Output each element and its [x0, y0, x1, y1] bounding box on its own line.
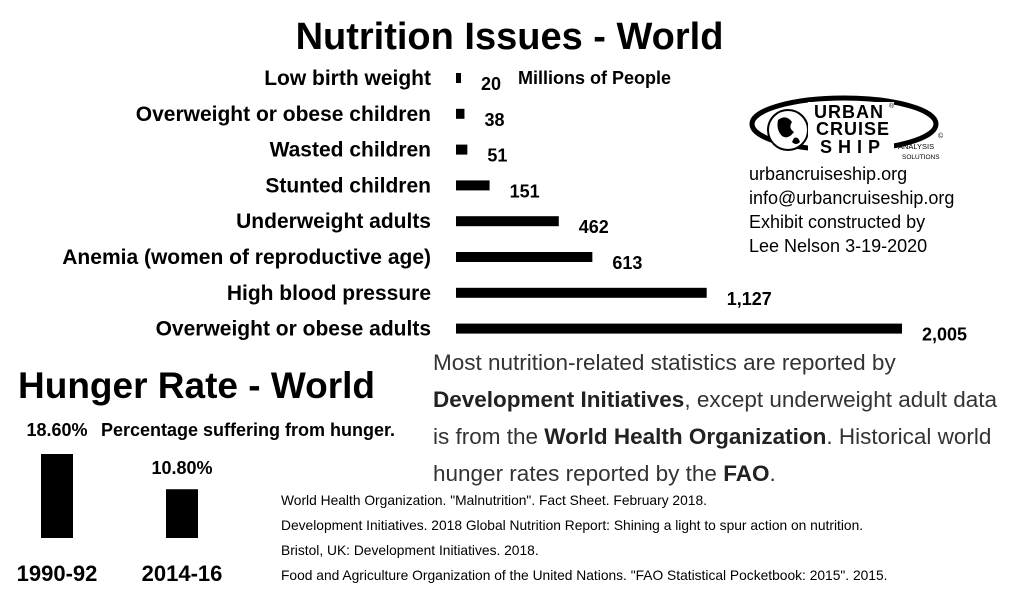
- category-label: Stunted children: [265, 174, 431, 197]
- globe-continent-icon: [777, 117, 794, 138]
- logo-line3: SHIP: [820, 137, 886, 157]
- note-org-1: Development Initiatives: [433, 387, 685, 412]
- logo-text-panel: [808, 102, 894, 154]
- category-label: Overweight or obese children: [136, 103, 431, 126]
- hunger-chart-title: Hunger Rate - World: [18, 365, 375, 406]
- logo-tagline2: SOLUTIONS: [902, 154, 940, 161]
- category-label: Overweight or obese adults: [156, 318, 431, 341]
- value-label: 51: [487, 146, 507, 166]
- logo-line2: CRUISE: [816, 119, 890, 139]
- website-text: urbancruiseship.org: [749, 164, 908, 184]
- email-text: info@urbancruiseship.org: [749, 188, 955, 208]
- category-label: Anemia (women of reproductive age): [62, 246, 431, 269]
- references-list: World Health Organization. "Malnutrition…: [281, 488, 1016, 588]
- credit-line-2: Lee Nelson 3-19-2020: [749, 236, 928, 256]
- bar: [456, 252, 593, 262]
- bar: [456, 108, 465, 119]
- value-label: 151: [510, 181, 540, 201]
- contact-block: urbancruiseship.org info@urbancruiseship…: [749, 162, 954, 258]
- category-label: Underweight adults: [236, 210, 431, 233]
- category-label: Wasted children: [270, 139, 431, 162]
- units-label: Millions of People: [518, 68, 672, 88]
- reference-item: World Health Organization. "Malnutrition…: [281, 493, 707, 508]
- hunger-bar: [41, 454, 73, 538]
- bar: [456, 323, 902, 334]
- bar: [456, 144, 468, 155]
- value-label: 2,005: [922, 325, 967, 345]
- note-org-2: World Health Organization: [544, 424, 827, 449]
- value-label: 1,127: [727, 289, 772, 309]
- note-org-3: FAO: [723, 461, 770, 486]
- reference-item: Bristol, UK: Development Initiatives. 20…: [281, 543, 539, 558]
- nutrition-bar-chart: Low birth weight 20 Overweight or obese ch…: [62, 67, 967, 345]
- hunger-value-label: 18.60%: [26, 420, 87, 440]
- note-text-3: . Historical world hunger rates reported…: [433, 424, 992, 486]
- logo-registered-mark: ®: [889, 102, 895, 110]
- value-label: 20: [481, 74, 501, 94]
- hunger-bar-chart: 18.60% 1990-92 10.80% 2014-16: [17, 420, 223, 586]
- note-text-4: .: [769, 461, 776, 486]
- category-label: High blood pressure: [227, 282, 431, 305]
- value-label: 613: [612, 253, 642, 273]
- source-note: Most nutrition-related statistics are re…: [433, 344, 1013, 492]
- bar: [456, 180, 490, 191]
- logo-tagline1: ANALYSIS: [898, 142, 934, 151]
- globe-continent-icon: [792, 137, 800, 144]
- logo-line1: URBAN: [814, 102, 884, 122]
- category-label: Low birth weight: [264, 67, 431, 90]
- chart-title: Nutrition Issues - World: [295, 16, 724, 58]
- bar: [456, 216, 559, 227]
- hunger-bar: [166, 489, 198, 538]
- bar: [456, 287, 707, 298]
- reference-item: Food and Agriculture Organization of the…: [281, 568, 888, 583]
- hunger-caption: Percentage suffering from hunger.: [101, 420, 396, 440]
- logo-copyright-mark: ©: [938, 132, 944, 140]
- credit-line-1: Exhibit constructed by: [749, 212, 926, 232]
- note-text-2: , except underweight adult data is from …: [433, 387, 998, 449]
- hunger-period-label: 1990-92: [17, 561, 98, 586]
- hunger-value-label: 10.80%: [151, 458, 212, 478]
- hunger-period-label: 2014-16: [142, 561, 223, 586]
- value-label: 38: [484, 110, 504, 130]
- bar: [456, 73, 461, 83]
- note-text-1: Most nutrition-related statistics are re…: [433, 350, 896, 375]
- value-label: 462: [579, 217, 609, 237]
- urbancruiseship-logo: URBAN CRUISE SHIP ® © ANALYSIS SOLUTIONS: [749, 95, 944, 161]
- reference-item: Development Initiatives. 2018 Global Nut…: [281, 518, 864, 533]
